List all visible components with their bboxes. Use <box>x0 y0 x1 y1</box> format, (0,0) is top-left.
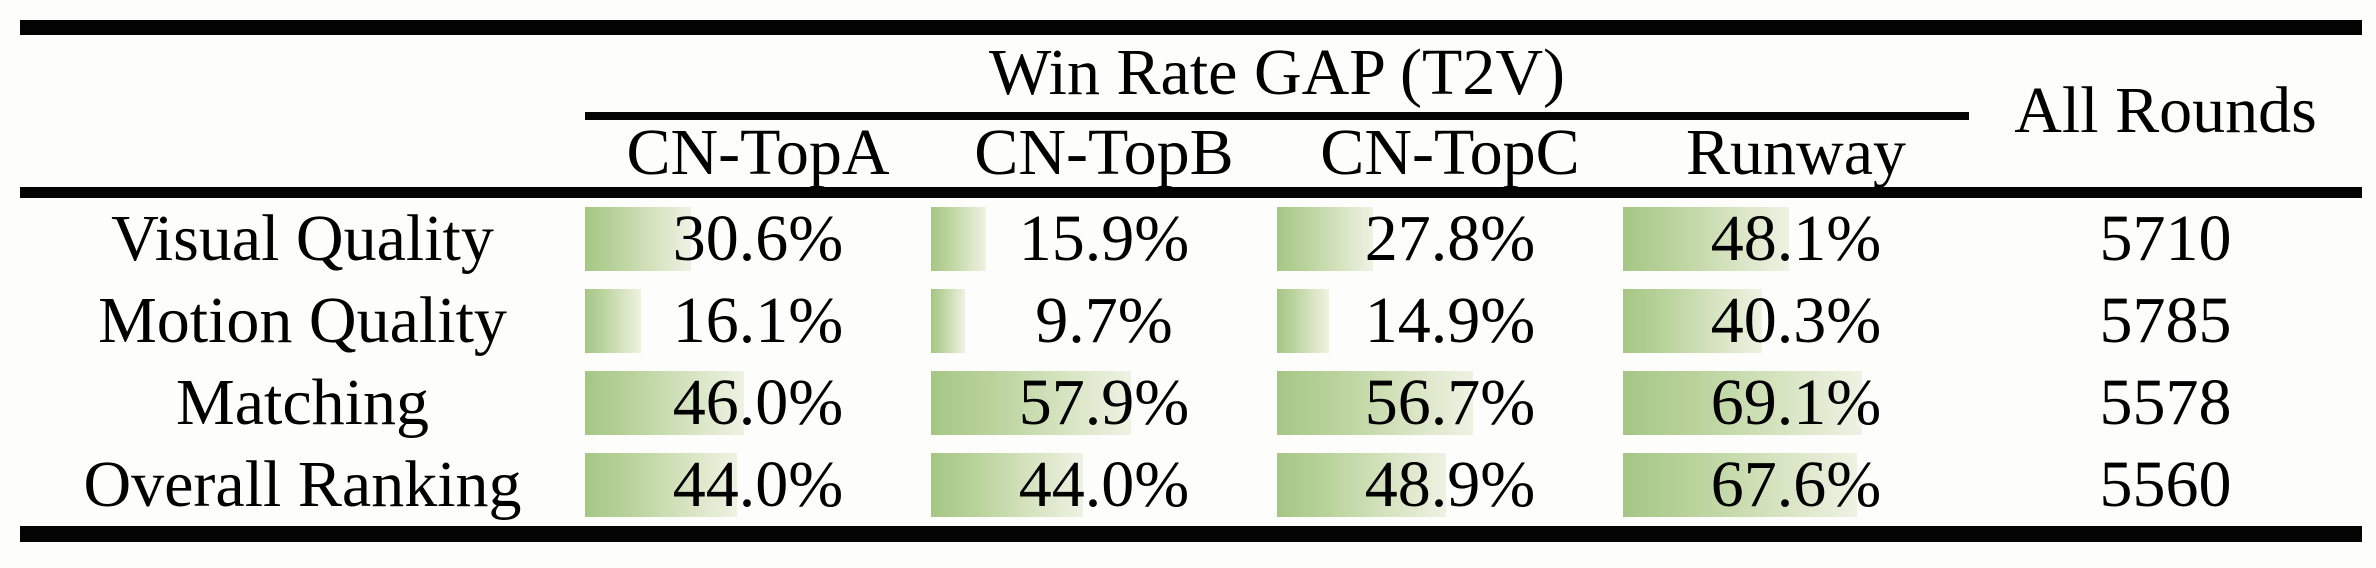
value-cell: 48.9% <box>1277 444 1623 534</box>
data-bar <box>585 371 745 435</box>
value-cell: 56.7% <box>1277 362 1623 444</box>
value-text: 14.9% <box>1364 284 1536 357</box>
data-bar <box>585 453 738 517</box>
value-text: 48.9% <box>1364 448 1536 521</box>
row-label: Motion Quality <box>98 284 507 357</box>
col-header-runway: Runway <box>1623 115 1970 198</box>
table-row-overall-ranking: Overall Ranking 44.0% 44.0% 48.9% 67.6% … <box>20 444 2362 534</box>
value-cell: 40.3% <box>1623 280 1969 362</box>
value-text: 30.6% <box>672 202 844 275</box>
value-cell: 27.8% <box>1277 193 1623 281</box>
data-bar <box>931 207 986 271</box>
value-cell: 16.1% <box>585 280 931 362</box>
table-row-matching: Matching 46.0% 57.9% 56.7% 69.1% 5578 <box>20 362 2362 444</box>
value-text: 9.7% <box>1035 284 1173 357</box>
data-bar <box>1277 453 1447 517</box>
data-bar <box>1277 371 1474 435</box>
data-bar <box>931 453 1084 517</box>
data-bar <box>1623 207 1790 271</box>
all-rounds-value: 5710 <box>2099 202 2232 275</box>
value-cell: 46.0% <box>585 362 931 444</box>
value-cell: 44.0% <box>931 444 1277 534</box>
col-header-cn-topc: CN-TopC <box>1277 115 1623 198</box>
value-text: 56.7% <box>1364 366 1536 439</box>
data-bar <box>931 289 965 353</box>
value-cell: 69.1% <box>1623 362 1969 444</box>
all-rounds-value: 5578 <box>2099 366 2232 439</box>
value-text: 69.1% <box>1710 366 1882 439</box>
row-label: Overall Ranking <box>83 448 522 521</box>
all-rounds-value: 5560 <box>2099 448 2232 521</box>
col-header-cn-topb: CN-TopB <box>931 115 1277 198</box>
value-text: 57.9% <box>1018 366 1190 439</box>
value-cell: 44.0% <box>585 444 931 534</box>
value-text: 44.0% <box>672 448 844 521</box>
data-bar <box>1623 289 1763 353</box>
value-text: 27.8% <box>1364 202 1536 275</box>
col-header-cn-topa: CN-TopA <box>585 115 931 198</box>
table-row-motion-quality: Motion Quality 16.1% 9.7% 14.9% 40.3% 57… <box>20 280 2362 362</box>
value-text: 44.0% <box>1018 448 1190 521</box>
value-cell: 14.9% <box>1277 280 1623 362</box>
row-label: Visual Quality <box>111 202 494 275</box>
value-cell: 48.1% <box>1623 193 1969 281</box>
value-text: 16.1% <box>672 284 844 357</box>
table-row-visual-quality: Visual Quality 30.6% 15.9% 27.8% 48.1% 5… <box>20 193 2362 281</box>
value-text: 48.1% <box>1710 202 1882 275</box>
data-bar <box>931 371 1132 435</box>
data-bar <box>585 289 641 353</box>
data-bar <box>585 207 691 271</box>
value-cell: 15.9% <box>931 193 1277 281</box>
value-text: 40.3% <box>1710 284 1882 357</box>
all-rounds-header: All Rounds <box>1969 27 2363 198</box>
data-bar <box>1623 453 1857 517</box>
value-cell: 30.6% <box>585 193 931 281</box>
value-text: 46.0% <box>672 366 844 439</box>
value-cell: 57.9% <box>931 362 1277 444</box>
data-bar <box>1277 207 1374 271</box>
table-title: Win Rate GAP (T2V) <box>585 27 1970 120</box>
data-bar <box>1623 371 1863 435</box>
value-text: 67.6% <box>1710 448 1882 521</box>
data-bar <box>1277 289 1329 353</box>
all-rounds-value: 5785 <box>2099 284 2232 357</box>
value-cell: 67.6% <box>1623 444 1969 534</box>
corner-empty-cell <box>20 27 585 198</box>
value-cell: 9.7% <box>931 280 1277 362</box>
value-text: 15.9% <box>1018 202 1190 275</box>
win-rate-gap-table: Win Rate GAP (T2V) All Rounds CN-TopA CN… <box>20 20 2363 542</box>
row-label: Matching <box>176 366 429 439</box>
